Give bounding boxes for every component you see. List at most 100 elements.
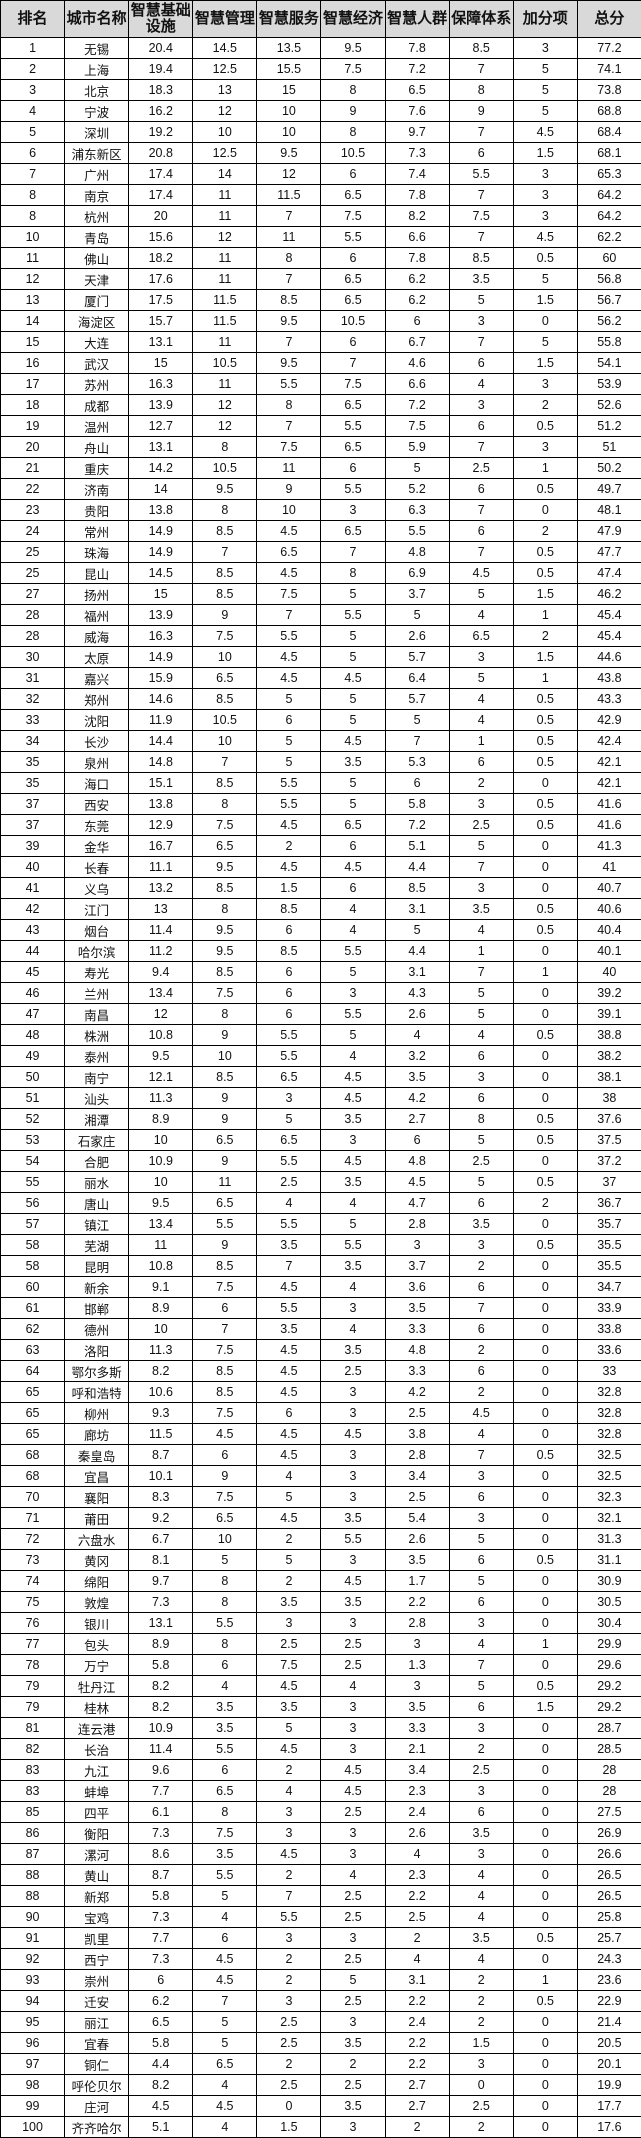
- cell-economy: 5: [321, 1025, 385, 1046]
- cell-service: 6: [257, 1004, 321, 1025]
- cell-support: 7: [449, 227, 513, 248]
- cell-infrastructure: 7.3: [129, 1907, 193, 1928]
- cell-rank: 92: [1, 1949, 65, 1970]
- cell-total: 17.7: [577, 2096, 641, 2117]
- cell-total: 29.6: [577, 1655, 641, 1676]
- cell-rank: 47: [1, 1004, 65, 1025]
- cell-rank: 86: [1, 1823, 65, 1844]
- cell-economy: 6.5: [321, 521, 385, 542]
- cell-service: 13.5: [257, 38, 321, 59]
- cell-infrastructure: 8.7: [129, 1445, 193, 1466]
- cell-infrastructure: 13.4: [129, 1214, 193, 1235]
- cell-support: 3.5: [449, 1928, 513, 1949]
- cell-bonus: 0: [513, 1844, 577, 1865]
- cell-service: 3.5: [257, 1235, 321, 1256]
- cell-support: 4: [449, 920, 513, 941]
- cell-rank: 52: [1, 1109, 65, 1130]
- cell-bonus: 0.5: [513, 1235, 577, 1256]
- cell-economy: 6.5: [321, 290, 385, 311]
- cell-people: 2: [385, 1928, 449, 1949]
- cell-people: 7.2: [385, 59, 449, 80]
- cell-city: 株洲: [65, 1025, 129, 1046]
- cell-rank: 68: [1, 1445, 65, 1466]
- cell-total: 28.7: [577, 1718, 641, 1739]
- cell-rank: 54: [1, 1151, 65, 1172]
- cell-total: 35.7: [577, 1214, 641, 1235]
- cell-people: 6.2: [385, 290, 449, 311]
- cell-economy: 4.5: [321, 668, 385, 689]
- cell-people: 2.6: [385, 1004, 449, 1025]
- cell-management: 5.5: [193, 1865, 257, 1886]
- cell-people: 7.2: [385, 815, 449, 836]
- cell-people: 2.7: [385, 2096, 449, 2117]
- cell-economy: 4.5: [321, 1781, 385, 1802]
- cell-city: 昆山: [65, 563, 129, 584]
- cell-infrastructure: 9.5: [129, 1193, 193, 1214]
- cell-support: 5: [449, 584, 513, 605]
- cell-total: 56.2: [577, 311, 641, 332]
- cell-bonus: 0.5: [513, 563, 577, 584]
- cell-service: 4.5: [257, 1382, 321, 1403]
- cell-city: 海淀区: [65, 311, 129, 332]
- cell-support: 4: [449, 1025, 513, 1046]
- cell-infrastructure: 14.5: [129, 563, 193, 584]
- cell-people: 3.5: [385, 1550, 449, 1571]
- cell-people: 4: [385, 1949, 449, 1970]
- cell-people: 5.1: [385, 836, 449, 857]
- cell-economy: 5: [321, 1970, 385, 1991]
- cell-service: 5.5: [257, 1214, 321, 1235]
- cell-support: 7: [449, 332, 513, 353]
- cell-people: 7.6: [385, 101, 449, 122]
- cell-support: 4: [449, 1949, 513, 1970]
- cell-economy: 3: [321, 1298, 385, 1319]
- cell-rank: 62: [1, 1319, 65, 1340]
- cell-economy: 6.5: [321, 269, 385, 290]
- cell-infrastructure: 8.9: [129, 1298, 193, 1319]
- cell-infrastructure: 11.1: [129, 857, 193, 878]
- cell-service: 7: [257, 1886, 321, 1907]
- cell-support: 8.5: [449, 38, 513, 59]
- cell-service: 4.5: [257, 563, 321, 584]
- cell-bonus: 0.5: [513, 1550, 577, 1571]
- cell-support: 2.5: [449, 458, 513, 479]
- cell-people: 4.8: [385, 542, 449, 563]
- cell-city: 舟山: [65, 437, 129, 458]
- cell-rank: 88: [1, 1865, 65, 1886]
- cell-service: 5.5: [257, 773, 321, 794]
- cell-infrastructure: 9.2: [129, 1508, 193, 1529]
- cell-service: 5: [257, 1487, 321, 1508]
- cell-bonus: 0.5: [513, 1991, 577, 2012]
- cell-bonus: 0.5: [513, 689, 577, 710]
- cell-people: 5: [385, 710, 449, 731]
- cell-rank: 35: [1, 752, 65, 773]
- cell-infrastructure: 4.5: [129, 2096, 193, 2117]
- cell-service: 2: [257, 1865, 321, 1886]
- cell-service: 9.5: [257, 143, 321, 164]
- cell-support: 6.5: [449, 626, 513, 647]
- cell-support: 4.5: [449, 563, 513, 584]
- cell-economy: 4.5: [321, 1067, 385, 1088]
- cell-people: 3.7: [385, 584, 449, 605]
- cell-people: 1.7: [385, 1571, 449, 1592]
- cell-service: 5.5: [257, 1298, 321, 1319]
- cell-support: 5.5: [449, 164, 513, 185]
- cell-total: 37.6: [577, 1109, 641, 1130]
- cell-city: 漯河: [65, 1844, 129, 1865]
- cell-infrastructure: 7.3: [129, 1949, 193, 1970]
- cell-city: 成都: [65, 395, 129, 416]
- cell-total: 26.9: [577, 1823, 641, 1844]
- cell-city: 桂林: [65, 1697, 129, 1718]
- cell-service: 2.5: [257, 2012, 321, 2033]
- cell-city: 呼伦贝尔: [65, 2075, 129, 2096]
- cell-rank: 35: [1, 773, 65, 794]
